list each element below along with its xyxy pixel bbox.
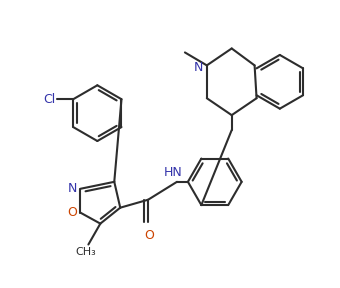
Text: Cl: Cl	[43, 93, 55, 106]
Text: N: N	[68, 182, 77, 195]
Text: HN: HN	[164, 166, 182, 179]
Text: N: N	[193, 61, 203, 74]
Text: CH₃: CH₃	[75, 247, 96, 257]
Text: O: O	[68, 206, 78, 219]
Text: O: O	[144, 229, 154, 242]
